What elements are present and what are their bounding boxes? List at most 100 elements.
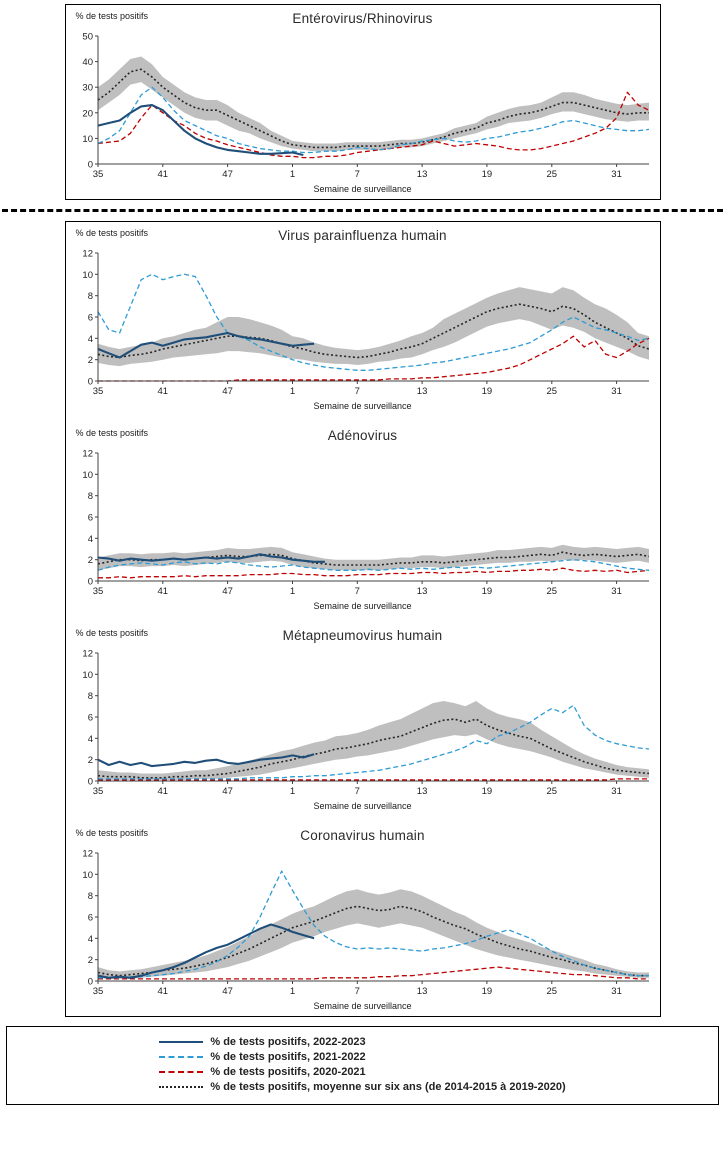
y-tick-label: 10 [82, 270, 93, 281]
lower-charts-panel: % de tests positifs Virus parainfluenza … [64, 221, 661, 1017]
x-axis-label: Semaine de surveillance [313, 1001, 412, 1011]
legend-item-mean-six-years: % de tests positifs, moyenne sur six ans… [159, 1080, 566, 1094]
y-tick-label: 4 [87, 534, 92, 545]
x-axis-label: Semaine de surveillance [313, 601, 412, 611]
y-axis-label: % de tests positifs [75, 628, 149, 638]
y-tick-label: 12 [82, 849, 93, 860]
x-tick-label: 47 [222, 169, 233, 180]
x-axis-label: Semaine de surveillance [313, 401, 412, 411]
y-axis-label: % de tests positifs [75, 11, 149, 21]
series-s2022 [97, 104, 304, 157]
chart-header: % de tests positifs Coronavirus humain [70, 825, 656, 847]
y-tick-label: 2 [87, 955, 92, 966]
legend-item-2020-2021: % de tests positifs, 2020-2021 [159, 1065, 565, 1079]
series-s2020 [97, 966, 649, 980]
x-tick-label: 41 [157, 586, 168, 597]
y-tick-label: 6 [87, 313, 92, 324]
x-tick-label: 13 [416, 786, 427, 797]
x-tick-label: 7 [354, 169, 359, 180]
x-tick-label: 7 [354, 586, 359, 597]
x-tick-label: 25 [546, 586, 557, 597]
confidence-band [97, 544, 649, 571]
x-tick-label: 41 [157, 786, 168, 797]
x-tick-label: 41 [157, 386, 168, 397]
y-tick-label: 4 [87, 734, 92, 745]
y-tick-label: 8 [87, 691, 92, 702]
y-tick-label: 0 [87, 160, 92, 171]
x-tick-label: 47 [222, 386, 233, 397]
y-tick-label: 10 [82, 870, 93, 881]
x-tick-label: 25 [546, 986, 557, 997]
series-s2022 [97, 331, 314, 359]
y-tick-label: 4 [87, 934, 92, 945]
y-tick-label: 40 [82, 57, 93, 68]
chart-title: Coronavirus humain [300, 828, 425, 843]
top-chart-panel: % de tests positifs Entérovirus/Rhinovir… [64, 4, 661, 200]
x-tick-label: 13 [416, 169, 427, 180]
y-tick-label: 4 [87, 334, 92, 345]
chart-header: % de tests positifs Virus parainfluenza … [70, 225, 656, 247]
x-tick-label: 31 [611, 986, 622, 997]
y-tick-label: 2 [87, 755, 92, 766]
series-s2020 [97, 778, 649, 781]
dashed-blue-line-sample-icon [159, 1056, 204, 1058]
x-tick-label: 1 [289, 786, 294, 797]
legend-label: % de tests positifs, moyenne sur six ans… [210, 1081, 566, 1093]
series-s2022 [97, 553, 325, 563]
series-s2021 [97, 86, 649, 154]
x-tick-label: 19 [481, 169, 492, 180]
chart-coronavirus: % de tests positifs Coronavirus humain 0… [66, 824, 660, 1012]
y-tick-label: 12 [82, 449, 93, 460]
y-tick-label: 6 [87, 513, 92, 524]
series-s2021 [97, 704, 649, 780]
x-tick-label: 35 [92, 386, 103, 397]
confidence-band [97, 56, 649, 152]
x-tick-label: 47 [222, 986, 233, 997]
series-s2021 [97, 870, 649, 979]
x-tick-label: 13 [416, 386, 427, 397]
confidence-band [97, 287, 649, 367]
y-tick-label: 2 [87, 355, 92, 366]
x-tick-label: 47 [222, 586, 233, 597]
chart-metapneumovirus: % de tests positifs Métapneumovirus huma… [66, 624, 660, 812]
series-s2021 [96, 273, 649, 371]
enterovirus-plot-area: 0 10 20 30 40 50 35 41 47 1 7 13 19 25 31 [82, 32, 649, 180]
chart-title: Virus parainfluenza humain [278, 228, 447, 243]
chart-header: % de tests positifs Métapneumovirus huma… [70, 625, 656, 647]
y-tick-label: 8 [87, 291, 92, 302]
x-axis-label: Semaine de surveillance [313, 801, 412, 811]
x-tick-label: 25 [546, 386, 557, 397]
legend-item-2021-2022: % de tests positifs, 2021-2022 [159, 1050, 565, 1064]
x-tick-label: 7 [354, 386, 359, 397]
y-tick-label: 10 [82, 470, 93, 481]
x-tick-label: 35 [92, 986, 103, 997]
chart-title: Entérovirus/Rhinovirus [292, 11, 433, 26]
x-tick-label: 7 [354, 786, 359, 797]
x-tick-label: 47 [222, 786, 233, 797]
x-tick-label: 13 [416, 986, 427, 997]
y-tick-label: 6 [87, 913, 92, 924]
series-mean [97, 303, 649, 359]
x-tick-label: 1 [289, 386, 294, 397]
x-tick-label: 35 [92, 169, 103, 180]
legend-label: % de tests positifs, 2022-2023 [210, 1036, 366, 1048]
legend-label: % de tests positifs, 2020-2021 [210, 1066, 366, 1078]
y-tick-label: 12 [82, 249, 93, 260]
y-tick-label: 30 [82, 83, 93, 94]
x-axis-label: Semaine de surveillance [313, 184, 412, 194]
x-tick-label: 31 [611, 786, 622, 797]
metapneumovirus-plot-area: 0 2 4 6 8 10 12 35 41 47 1 7 13 19 25 31 [82, 649, 649, 797]
series-s2022 [97, 923, 314, 979]
solid-line-sample-icon [159, 1041, 204, 1043]
x-tick-label: 1 [289, 586, 294, 597]
x-tick-label: 19 [481, 386, 492, 397]
y-axis-label: % de tests positifs [75, 428, 149, 438]
chart-title: Adénovirus [327, 428, 398, 443]
y-tick-label: 0 [87, 377, 92, 388]
x-tick-label: 13 [416, 586, 427, 597]
confidence-band [97, 889, 649, 979]
x-tick-label: 19 [481, 986, 492, 997]
y-tick-label: 6 [87, 713, 92, 724]
parainfluenza-plot-area: 0 2 4 6 8 10 12 35 41 47 1 7 13 19 25 31 [82, 249, 649, 397]
y-axis-label: % de tests positifs [75, 828, 149, 838]
